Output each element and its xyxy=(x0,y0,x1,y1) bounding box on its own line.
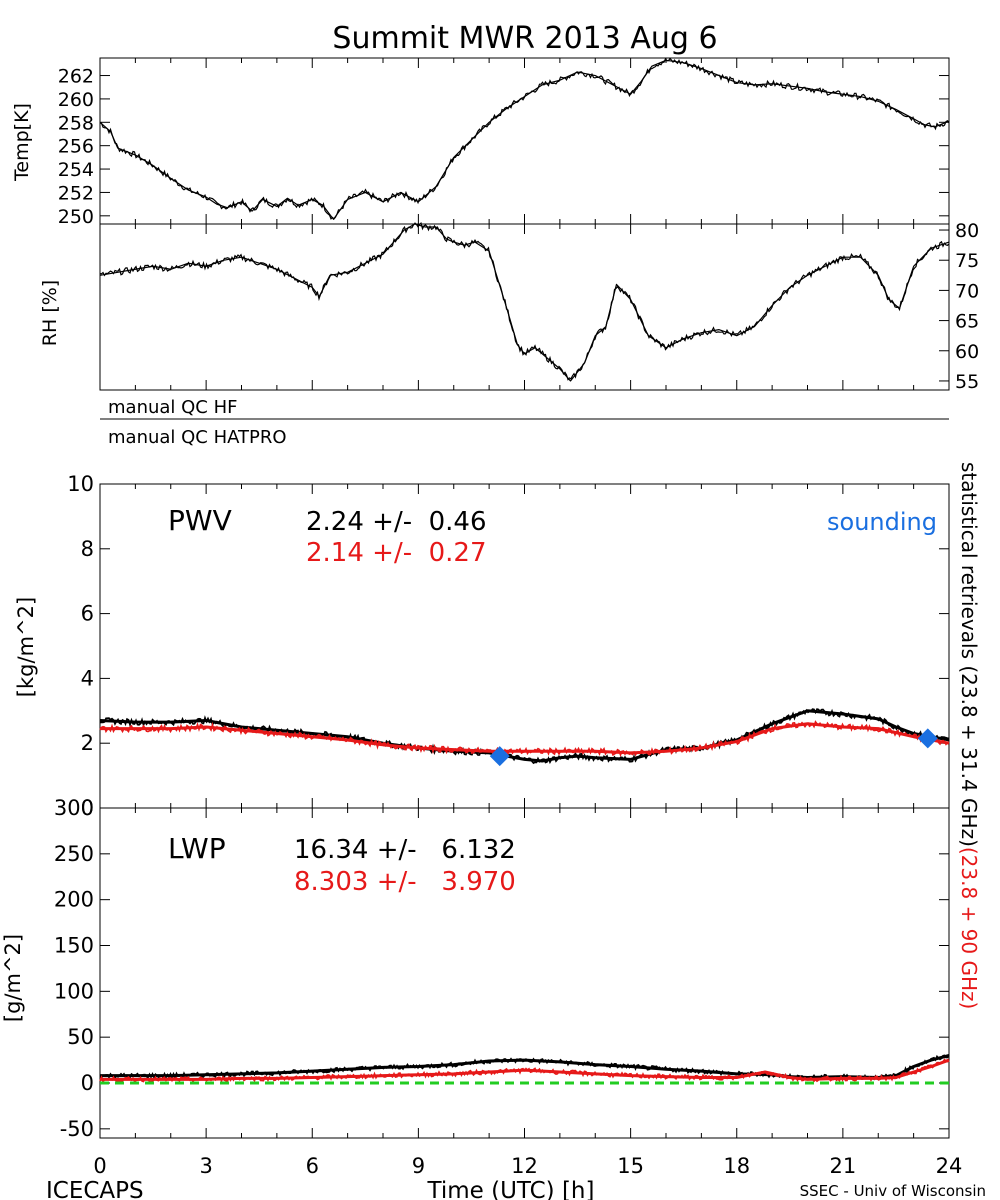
lwp-ytick-label-1: 0 xyxy=(81,1071,94,1095)
temp-ytick-label-0: 250 xyxy=(58,206,94,228)
x-tick-label-1: 3 xyxy=(199,1154,212,1178)
rh-series-black xyxy=(99,223,950,382)
footer-right: SSEC - Univ of Wisconsin xyxy=(800,1182,986,1200)
rh-ytick-label-4: 75 xyxy=(955,250,979,272)
rh-panel-frame xyxy=(99,223,950,391)
rh-ytick-label-1: 60 xyxy=(955,341,979,363)
pwv-panel-title: PWV xyxy=(168,504,232,537)
temp-y-axis-label: Temp[K] xyxy=(11,103,33,182)
footer-left: ICECAPS xyxy=(46,1178,144,1200)
temp-ytick-label-4: 258 xyxy=(58,112,94,134)
pwv-series-red xyxy=(100,722,950,755)
lwp-ytick-label-4: 150 xyxy=(54,934,94,958)
rh-series-black-trace xyxy=(99,221,950,381)
lwp-stat-black: 16.34 +/- 6.132 xyxy=(294,835,516,865)
pwv-stat-red: 2.14 +/- 0.27 xyxy=(306,538,487,568)
pwv-ytick-label-2: 4 xyxy=(81,666,94,690)
lwp-panel-title: LWP xyxy=(168,832,226,865)
temp-series-black xyxy=(99,59,950,220)
temp-panel-frame xyxy=(99,57,950,225)
pwv-stat-black: 2.24 +/- 0.46 xyxy=(306,507,487,537)
rh-y-axis-label: RH [%] xyxy=(39,280,61,346)
x-tick-label-5: 15 xyxy=(617,1154,644,1178)
pwv-ytick-label-0: 0 xyxy=(81,796,94,820)
x-axis-label: Time (UTC) [h] xyxy=(427,1178,595,1200)
side-label: statistical retrievals (23.8 + 31.4 GHz)… xyxy=(957,462,981,1009)
temp-series-black-trace xyxy=(99,57,950,220)
lwp-series-red xyxy=(100,1058,950,1081)
temp-ytick-label-6: 262 xyxy=(58,66,94,88)
x-tick-label-7: 21 xyxy=(830,1154,857,1178)
temp-ytick-label-1: 252 xyxy=(58,182,94,204)
temp-ytick-label-3: 256 xyxy=(58,136,94,158)
lwp-y-axis-label: [g/m^2] xyxy=(1,934,25,1022)
pwv-series-black xyxy=(99,709,950,763)
rh-ytick-label-0: 55 xyxy=(955,371,979,393)
x-tick-label-8: 24 xyxy=(936,1154,963,1178)
lwp-stat-red: 8.303 +/- 3.970 xyxy=(294,867,516,897)
lwp-ytick-label-7: 300 xyxy=(54,796,94,820)
side-label-red: (23.8 + 90 GHz) xyxy=(957,847,981,1009)
temp-ytick-label-2: 254 xyxy=(58,159,94,181)
lwp-ytick-label-2: 50 xyxy=(67,1025,94,1049)
rh-ytick-label-3: 70 xyxy=(955,280,979,302)
x-tick-label-0: 0 xyxy=(93,1154,106,1178)
lwp-series-black xyxy=(100,1054,950,1079)
pwv-series-black-trace xyxy=(99,708,950,765)
lwp-panel-frame xyxy=(99,807,950,1139)
plot-layer: 2502522542562582602625560657075800246810… xyxy=(54,57,979,1178)
lwp-ytick-label-5: 200 xyxy=(54,888,94,912)
side-label-black: statistical retrievals (23.8 + 31.4 GHz) xyxy=(957,462,981,847)
lwp-ytick-label-6: 250 xyxy=(54,842,94,866)
x-tick-label-6: 18 xyxy=(723,1154,750,1178)
rh-ytick-label-5: 80 xyxy=(955,220,979,242)
rh-ytick-label-2: 65 xyxy=(955,311,979,333)
pwv-ytick-label-1: 2 xyxy=(81,731,94,755)
temp-ytick-label-5: 260 xyxy=(58,89,94,111)
x-tick-label-2: 6 xyxy=(306,1154,319,1178)
pwv-sounding-point-1 xyxy=(917,728,938,749)
x-tick-label-3: 9 xyxy=(412,1154,425,1178)
x-tick-label-4: 12 xyxy=(511,1154,538,1178)
lwp-ytick-label-3: 100 xyxy=(54,979,94,1003)
qc-label-hf: manual QC HF xyxy=(108,397,237,418)
lwp-ytick-label-0: -50 xyxy=(60,1117,94,1141)
pwv-ytick-label-3: 6 xyxy=(81,602,94,626)
pwv-ytick-label-4: 8 xyxy=(81,537,94,561)
chart-title: Summit MWR 2013 Aug 6 xyxy=(332,21,717,56)
pwv-y-axis-label: [kg/m^2] xyxy=(14,597,38,697)
legend-sounding: sounding xyxy=(827,508,937,536)
pwv-ytick-label-5: 10 xyxy=(67,472,94,496)
pwv-sounding-point-0 xyxy=(489,746,510,767)
qc-label-hatpro: manual QC HATPRO xyxy=(108,427,287,448)
